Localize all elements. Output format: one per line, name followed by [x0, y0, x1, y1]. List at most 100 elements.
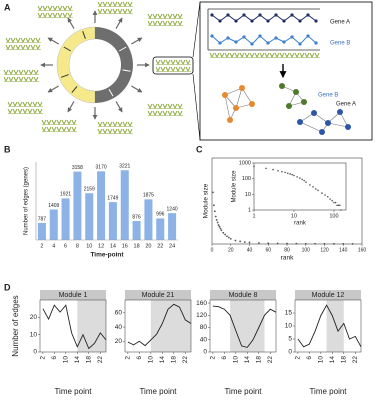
sprout	[30, 44, 36, 51]
sprout	[62, 12, 68, 19]
sprout	[28, 69, 34, 76]
x-axis-label: Time-point	[90, 252, 124, 259]
panel-title: Module 1	[59, 292, 88, 299]
inset-point	[289, 173, 291, 175]
value-label: 3170	[96, 165, 107, 171]
sprout	[46, 126, 52, 133]
point	[215, 219, 218, 221]
panel-title: Module 8	[229, 292, 258, 299]
inset-point	[291, 173, 293, 176]
sprout	[160, 66, 166, 73]
x-tick-label: 0	[211, 247, 214, 253]
sprout	[155, 59, 161, 66]
inset-frame	[253, 162, 347, 211]
sprout	[162, 110, 168, 117]
sprout	[147, 13, 153, 20]
sprout	[23, 69, 29, 76]
sprout	[17, 108, 23, 115]
arrow	[47, 37, 59, 45]
sprout	[30, 37, 36, 44]
sprout	[219, 52, 225, 59]
y-axis-label: Number of edges	[11, 295, 20, 356]
panel-label: D	[4, 282, 11, 292]
sprout	[175, 66, 181, 73]
sprout	[37, 101, 43, 108]
sprout	[102, 8, 108, 15]
y-tick-label: 20	[30, 314, 38, 321]
line	[42, 304, 107, 350]
x-tick-label: 2	[40, 243, 43, 249]
zoom-box	[199, 1, 373, 141]
title-band	[40, 290, 106, 300]
sprout	[177, 20, 183, 27]
x-tick-label: 40	[247, 247, 253, 253]
y-tick-label: 0	[33, 349, 37, 356]
inset-point	[293, 174, 295, 177]
x-axis-label: Time point	[309, 387, 347, 396]
bar	[61, 198, 70, 240]
sprout	[167, 13, 173, 20]
inset-point	[333, 201, 335, 204]
sprout	[209, 52, 215, 59]
inset-point	[305, 181, 307, 183]
point	[332, 242, 335, 245]
value-label: 787	[38, 216, 47, 222]
sprout	[254, 52, 260, 59]
panel-title: Module 12	[312, 292, 345, 299]
sprout	[160, 59, 166, 66]
gene-trace	[211, 14, 317, 22]
sprout	[97, 8, 103, 15]
value-label: 1240	[167, 206, 178, 212]
sprout	[162, 103, 168, 110]
sprout	[23, 76, 29, 83]
sprout	[3, 69, 9, 76]
point	[216, 221, 219, 224]
sprout	[15, 44, 21, 51]
network-node	[311, 110, 317, 116]
inset-point	[329, 198, 331, 200]
sprout	[112, 128, 118, 135]
network-node	[345, 124, 351, 130]
sprout	[8, 76, 14, 83]
value-label: 1921	[60, 192, 71, 198]
sprout	[127, 128, 133, 135]
arrow	[67, 101, 75, 113]
gene-dot	[218, 41, 222, 45]
point	[229, 237, 232, 240]
sprout	[107, 8, 113, 15]
sprout	[7, 101, 13, 108]
title-band	[125, 290, 191, 300]
sprout	[170, 66, 176, 73]
inset-point	[331, 199, 333, 202]
x-axis-label: Time point	[224, 387, 262, 396]
network-node	[227, 117, 233, 123]
sprout	[17, 101, 23, 108]
inset-point	[312, 186, 314, 188]
gene-dot	[314, 41, 318, 45]
sprout	[117, 1, 123, 8]
x-tick-label: 14	[74, 356, 81, 364]
title-band	[210, 290, 276, 300]
sprout	[47, 12, 53, 19]
inset-point	[296, 176, 298, 178]
gene-dot	[226, 36, 230, 40]
point	[222, 231, 225, 234]
gene-dot	[298, 42, 302, 46]
title-band	[295, 290, 361, 300]
x-tick-label: 10	[148, 356, 155, 364]
inset-point	[299, 177, 301, 179]
x-tick-label: 100	[302, 247, 311, 253]
sprout	[47, 5, 53, 12]
inset-point	[272, 168, 274, 171]
bar	[49, 209, 58, 240]
sprout	[157, 103, 163, 110]
sprout	[177, 110, 183, 117]
gene-dot	[298, 19, 302, 23]
point	[323, 242, 326, 245]
sprout	[13, 76, 19, 83]
sprout	[25, 37, 31, 44]
gene-dot	[258, 34, 262, 38]
ring-light	[56, 26, 96, 104]
panel-label: A	[4, 2, 11, 12]
sprout	[274, 52, 280, 59]
